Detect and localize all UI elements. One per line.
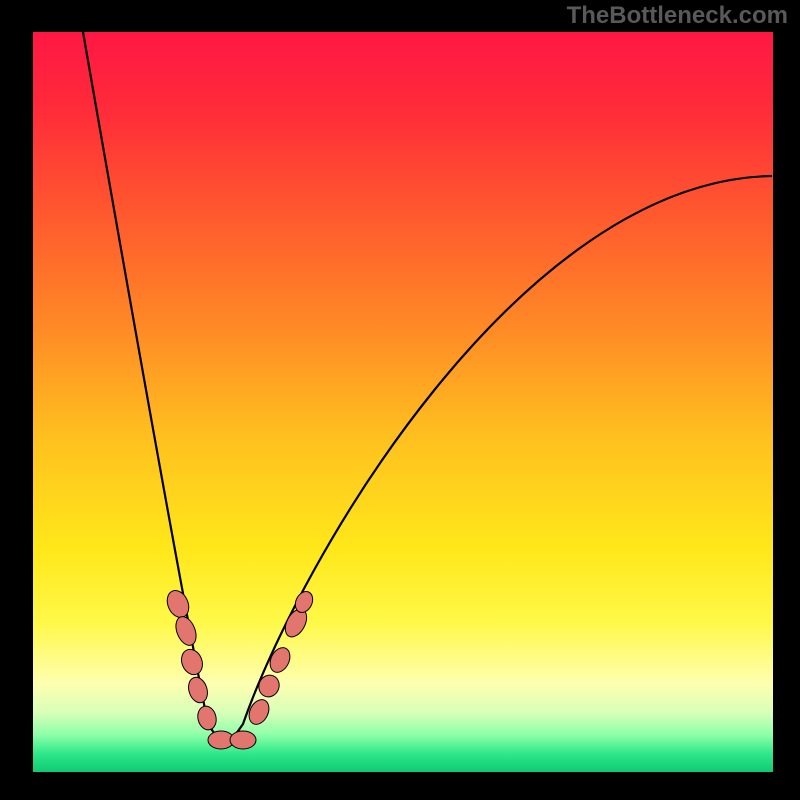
chart-svg	[0, 0, 800, 800]
plot-gradient-area	[33, 32, 773, 772]
chart-stage: TheBottleneck.com	[0, 0, 800, 800]
curve-marker	[230, 731, 256, 749]
